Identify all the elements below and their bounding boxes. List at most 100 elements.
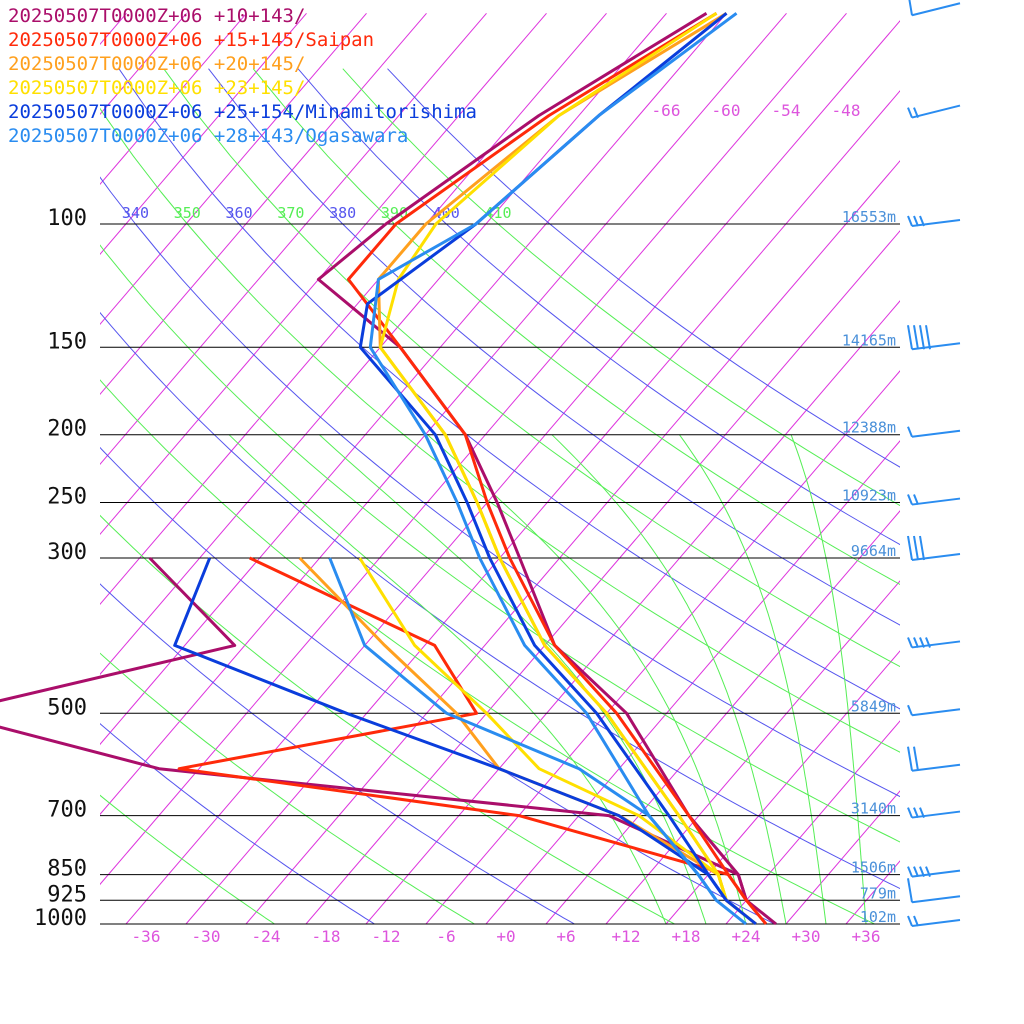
isotherm-line bbox=[485, 440, 900, 924]
legend-entry: 20250507T0000Z+06 +10+143/ bbox=[8, 5, 306, 27]
wind-barb-shaft bbox=[911, 497, 961, 506]
height-label: 779m bbox=[860, 884, 896, 902]
isotherm-line bbox=[545, 510, 900, 924]
pressure-tick-label: 700 bbox=[47, 798, 87, 823]
dry-adiabat-line bbox=[100, 244, 900, 843]
temperature-line bbox=[368, 12, 747, 926]
wind-barb-feather bbox=[913, 215, 919, 227]
wind-barb-feather bbox=[907, 426, 913, 438]
legend-entry: 20250507T0000Z+06 +15+145/Saipan bbox=[8, 29, 375, 51]
wind-barb-feather bbox=[913, 807, 919, 818]
isotherm-line bbox=[100, 12, 787, 816]
isotherm-line bbox=[0, 13, 7, 924]
isotherm-label: -66 bbox=[652, 101, 681, 120]
height-label: 9664m bbox=[851, 542, 896, 560]
dry-adiabat-line bbox=[100, 107, 900, 753]
pressure-tick-label: 925 bbox=[47, 882, 87, 907]
theta-label: 360 bbox=[226, 204, 253, 222]
wind-barb-feather bbox=[907, 878, 913, 903]
theta-label: 370 bbox=[277, 204, 304, 222]
height-label: 12388m bbox=[842, 419, 896, 437]
dry-adiabat-line bbox=[100, 514, 675, 924]
wind-barb-shaft bbox=[911, 895, 961, 904]
dewpoint-line bbox=[328, 557, 718, 902]
wind-barb-shaft bbox=[911, 342, 961, 351]
dry-adiabat-grid bbox=[100, 68, 900, 924]
isotherm-line bbox=[100, 12, 307, 256]
isotherm-line bbox=[100, 12, 127, 45]
dry-adiabat-line bbox=[100, 583, 575, 924]
wind-barb-feather bbox=[913, 535, 919, 561]
temperature-tick-label: -36 bbox=[132, 927, 161, 946]
moist-adiabat-line bbox=[790, 434, 867, 924]
wind-barb-feather bbox=[907, 637, 913, 648]
wind-barb-feather bbox=[919, 325, 925, 350]
wind-barb-shaft bbox=[911, 219, 961, 227]
dry-adiabat-line bbox=[100, 794, 275, 924]
height-label: 10923m bbox=[842, 487, 896, 505]
dewpoint-line bbox=[298, 556, 728, 901]
dry-adiabat-line bbox=[100, 723, 375, 924]
pressure-tick-label: 850 bbox=[47, 857, 87, 882]
temperature-tick-label: +12 bbox=[612, 927, 641, 946]
wind-barb-feather bbox=[907, 215, 913, 227]
wind-barb-feather bbox=[919, 637, 925, 648]
wind-barbs bbox=[907, 0, 961, 927]
wind-barb-feather bbox=[919, 866, 925, 877]
moist-adiabat-line bbox=[427, 434, 747, 924]
wind-barb-shaft bbox=[911, 552, 961, 561]
legend-entry: 20250507T0000Z+06 +23+145/ bbox=[8, 77, 306, 99]
isotherm-line bbox=[605, 580, 900, 924]
wind-barb-feather bbox=[907, 866, 913, 877]
label-mask bbox=[0, 200, 100, 224]
wind-barb-feather bbox=[913, 637, 919, 648]
wind-barb-feather bbox=[913, 494, 919, 505]
wind-barb-feather bbox=[919, 807, 925, 818]
height-label: 1506m bbox=[851, 859, 896, 877]
isotherm-line bbox=[100, 12, 547, 536]
isotherm-label: -54 bbox=[772, 101, 801, 120]
wind-barb-shaft bbox=[911, 640, 961, 649]
temperature-line bbox=[376, 12, 757, 926]
temperature-tick-label: +18 bbox=[672, 927, 701, 946]
dry-adiabat-line bbox=[100, 652, 475, 924]
wind-barb-feather bbox=[913, 915, 919, 927]
dry-adiabat-line bbox=[342, 68, 900, 507]
height-label: 16553m bbox=[842, 208, 896, 226]
dry-adiabat-line bbox=[118, 68, 900, 710]
wind-barb-shaft bbox=[911, 763, 961, 772]
wind-barb-feather bbox=[907, 746, 913, 771]
isotherm-line bbox=[966, 13, 1024, 924]
pressure-tick-label: 150 bbox=[47, 329, 87, 354]
isotherm-line bbox=[845, 860, 900, 924]
isotherm-label: -60 bbox=[712, 101, 741, 120]
dewpoint-line bbox=[177, 556, 748, 902]
dry-adiabat-line bbox=[100, 176, 900, 798]
temperature-tick-label: -12 bbox=[372, 927, 401, 946]
theta-label: 350 bbox=[174, 204, 201, 222]
pressure-tick-label: 300 bbox=[47, 540, 87, 565]
dewpoint-line bbox=[0, 556, 748, 901]
isotherm-line bbox=[100, 12, 187, 115]
height-label: 102m bbox=[860, 908, 896, 926]
wind-barb-feather bbox=[907, 107, 913, 118]
height-label: 5849m bbox=[851, 697, 896, 715]
wind-barb-feather bbox=[907, 704, 913, 716]
dry-adiabat-line bbox=[100, 446, 775, 924]
wind-barb-shaft bbox=[911, 869, 961, 878]
pressure-tick-label: 200 bbox=[47, 417, 87, 442]
wind-barb-shaft bbox=[911, 810, 961, 819]
moist-adiabat-line bbox=[551, 434, 787, 924]
wind-barb-shaft bbox=[911, 429, 961, 438]
dry-adiabat-line bbox=[252, 68, 900, 586]
temperature-tick-label: +36 bbox=[852, 927, 881, 946]
isotherm-line bbox=[100, 12, 367, 326]
temperature-tick-label: +30 bbox=[792, 927, 821, 946]
temperature-line bbox=[358, 12, 757, 926]
temperature-tick-label: -30 bbox=[192, 927, 221, 946]
isotherm-line bbox=[785, 790, 900, 924]
isotherm-line bbox=[305, 230, 900, 924]
dry-adiabat-line bbox=[100, 311, 900, 890]
